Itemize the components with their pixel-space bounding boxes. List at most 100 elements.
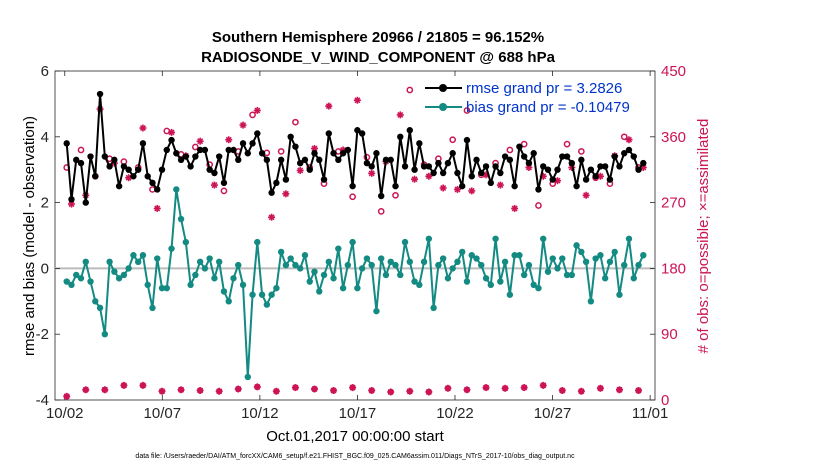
obs-assimilated-marker: [396, 111, 404, 119]
rmse-point: [111, 156, 118, 164]
obs-assimilated-low-marker: [196, 386, 204, 394]
obs-assimilated-low-marker: [120, 381, 128, 389]
obs-assimilated-low-marker: [615, 386, 623, 394]
rmse-point: [435, 159, 442, 167]
rmse-point: [444, 159, 452, 167]
rmse-point: [254, 130, 261, 137]
bias-point: [354, 284, 361, 292]
bias-series: [63, 186, 647, 381]
x-tick-label: 11/01: [632, 405, 668, 422]
bias-point: [363, 255, 371, 262]
rmse-point: [540, 163, 547, 170]
bias-point: [635, 261, 642, 269]
rmse-point: [182, 153, 190, 160]
bias-point: [616, 291, 623, 298]
obs-assimilated-marker: [439, 184, 447, 192]
bias-point: [559, 255, 566, 262]
obs-possible-marker: [535, 202, 542, 209]
rmse-point: [292, 143, 299, 150]
bias-point: [154, 255, 161, 262]
rmse-point: [149, 179, 156, 187]
bias-point: [382, 271, 390, 279]
rmse-series: [63, 90, 647, 206]
bias-point: [430, 304, 437, 312]
obs-possible-marker: [349, 193, 356, 201]
obs-assimilated-low-marker: [63, 392, 71, 400]
bias-point: [258, 291, 266, 298]
bias-point: [554, 265, 561, 272]
bias-point: [182, 238, 190, 246]
y-right-tick-label: 450: [661, 63, 686, 80]
bias-point: [378, 255, 385, 262]
bias-point: [330, 275, 337, 282]
rmse-point: [287, 133, 294, 140]
rmse-point: [473, 156, 480, 164]
obs-possible-marker: [377, 208, 385, 215]
bias-point: [115, 275, 123, 282]
bias-point: [416, 281, 423, 289]
bias-point: [225, 298, 232, 305]
bias-point: [487, 281, 495, 289]
obs-possible-marker: [463, 107, 471, 114]
bias-point: [397, 271, 404, 279]
bias-point: [73, 271, 80, 279]
bias-point: [230, 275, 237, 282]
rmse-point: [640, 159, 647, 167]
rmse-point: [549, 176, 556, 183]
rmse-point: [463, 136, 471, 144]
bias-point: [420, 258, 428, 266]
y-left-tick-label: 4: [41, 129, 49, 146]
obs-possible-marker: [520, 140, 528, 148]
bias-point: [516, 252, 523, 259]
bias-point: [63, 278, 70, 285]
bias-point: [482, 275, 490, 282]
rmse-point: [87, 153, 94, 160]
rmse-point: [525, 159, 533, 167]
bias-point: [478, 261, 485, 269]
x-tick-label: 10/27: [534, 405, 572, 422]
bias-point: [144, 281, 151, 289]
bias-point: [158, 284, 166, 292]
rmse-point: [530, 150, 537, 157]
obs-assimilated-low-marker: [577, 387, 585, 395]
rmse-point: [125, 166, 132, 173]
obs-assimilated-low-marker: [310, 385, 318, 393]
y-right-tick-label: 0: [661, 392, 669, 409]
obs-assimilated-marker: [282, 190, 290, 198]
rmse-point: [187, 163, 194, 170]
bias-point: [163, 284, 170, 292]
rmse-point: [363, 159, 371, 167]
rmse-point: [273, 179, 280, 187]
bias-point: [468, 252, 475, 259]
rmse-point: [120, 163, 128, 170]
rmse-point: [244, 150, 251, 157]
bias-point: [306, 278, 313, 285]
obs-assimilated-marker: [153, 204, 161, 212]
obs-assimilated-low-marker: [215, 387, 223, 395]
obs-assimilated-low-marker: [444, 384, 452, 392]
obs-possible-marker: [406, 86, 414, 94]
obs-assimilated-low-marker: [101, 386, 109, 394]
bias-point: [82, 258, 89, 266]
y-right-tick-label: 360: [661, 129, 686, 146]
bias-point: [268, 291, 275, 298]
obs-assimilated-marker: [425, 172, 433, 180]
rmse-point: [635, 166, 642, 173]
rmse-point: [430, 169, 437, 177]
rmse-point: [420, 163, 428, 170]
obs-assimilated-marker: [353, 96, 361, 104]
rmse-point: [578, 156, 585, 164]
obs-assimilated-low-marker: [425, 388, 433, 396]
rmse-point: [392, 182, 399, 190]
bias-point: [173, 186, 180, 193]
data-file-footnote: data file: /Users/raeder/DAI/ATM_forcXX/…: [135, 453, 575, 460]
bias-point: [344, 261, 352, 269]
obs-assimilated-marker: [411, 175, 419, 183]
rmse-point: [206, 166, 213, 173]
bias-point: [149, 304, 156, 312]
bias-point: [87, 278, 94, 285]
rmse-point: [425, 163, 433, 170]
y-left-tick-label: 0: [41, 260, 49, 277]
bias-point: [68, 281, 75, 289]
rmse-point: [82, 199, 89, 206]
